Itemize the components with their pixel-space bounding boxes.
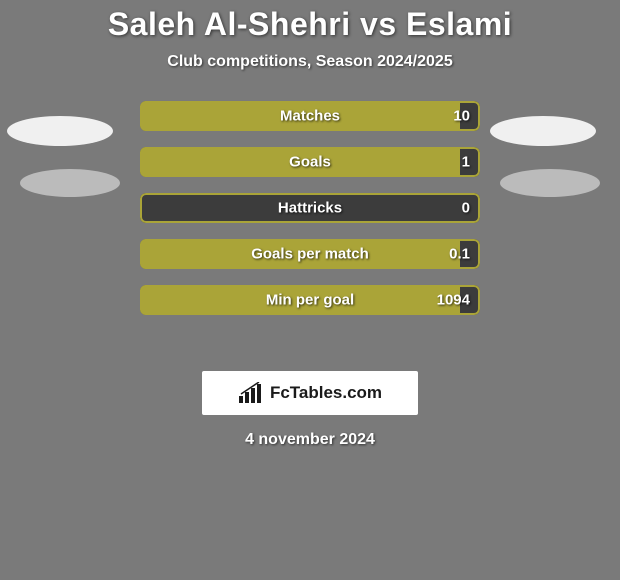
- brand-text: FcTables.com: [270, 383, 382, 403]
- date-label: 4 november 2024: [0, 431, 620, 449]
- page-title: Saleh Al-Shehri vs Eslami: [0, 6, 620, 43]
- comparison-card: Saleh Al-Shehri vs Eslami Club competiti…: [0, 0, 620, 580]
- left-player-ellipse: [20, 169, 120, 197]
- stat-bar: Matches 10: [140, 101, 480, 131]
- stat-label: Matches: [280, 108, 340, 125]
- stat-value-right: 0.1: [449, 246, 470, 263]
- stat-label: Goals per match: [251, 246, 369, 263]
- right-player-ellipse: [490, 116, 596, 146]
- stat-bar: Min per goal 1094: [140, 285, 480, 315]
- stat-label: Min per goal: [266, 292, 354, 309]
- stat-bar: Goals per match 0.1: [140, 239, 480, 269]
- left-player-ellipse: [7, 116, 113, 146]
- stat-value-right: 0: [462, 200, 470, 217]
- subtitle: Club competitions, Season 2024/2025: [0, 53, 620, 71]
- brand-badge: FcTables.com: [202, 371, 418, 415]
- brand-chart-icon: [238, 382, 266, 404]
- stat-bar: Goals 1: [140, 147, 480, 177]
- stat-label: Goals: [289, 154, 331, 171]
- stat-bars: Matches 10 Goals 1 Hattricks 0 Goals per match…: [140, 101, 480, 315]
- stat-label: Hattricks: [278, 200, 342, 217]
- stat-value-right: 1: [462, 154, 470, 171]
- stat-value-right: 1094: [437, 292, 470, 309]
- stat-bar: Hattricks 0: [140, 193, 480, 223]
- right-player-ellipse: [500, 169, 600, 197]
- stats-arena: Matches 10 Goals 1 Hattricks 0 Goals per match…: [0, 101, 620, 341]
- stat-value-right: 10: [453, 108, 470, 125]
